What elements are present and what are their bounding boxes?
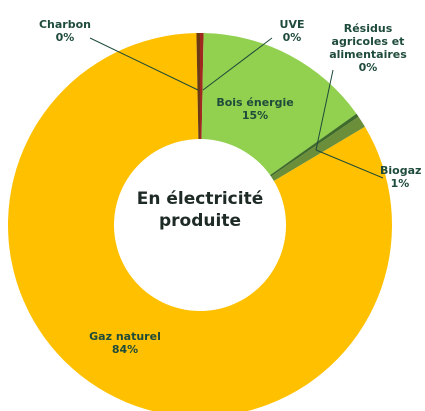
slice-label: Biogaz 1%: [380, 164, 422, 190]
slice-label: Charbon 0%: [30, 18, 100, 44]
slice-name: UVE: [279, 18, 305, 31]
slice-label: Gaz naturel 84%: [80, 330, 170, 356]
leader-line: [315, 149, 384, 179]
slice-value: 1%: [390, 177, 410, 190]
slice-name: Bois énergie: [216, 96, 294, 109]
center-title: En électricité produite: [136, 189, 264, 231]
slice-value: 15%: [241, 109, 269, 122]
donut-slice: [196, 33, 200, 140]
slice-value: 0%: [282, 31, 302, 44]
slice-name: Charbon: [38, 18, 91, 31]
leader-line: [202, 37, 273, 91]
slice-value: 0%: [55, 31, 75, 44]
leader-line: [315, 69, 334, 151]
slice-label: UVE 0%: [262, 18, 322, 44]
donut-slice: [200, 33, 204, 140]
leader-line: [89, 37, 199, 91]
slice-label: Bois énergie 15%: [210, 96, 300, 122]
donut-slice: [270, 113, 359, 177]
slice-name: Résidus agricoles et alimentaires: [329, 22, 407, 61]
donut-slice: [8, 33, 392, 411]
slice-label: Résidus agricoles et alimentaires 0%: [318, 22, 418, 74]
donut-slice: [271, 116, 365, 181]
slice-name: Biogaz: [380, 164, 422, 177]
slice-value: 84%: [111, 343, 139, 356]
slice-name: Gaz naturel: [89, 330, 161, 343]
slice-value: 0%: [358, 61, 378, 74]
